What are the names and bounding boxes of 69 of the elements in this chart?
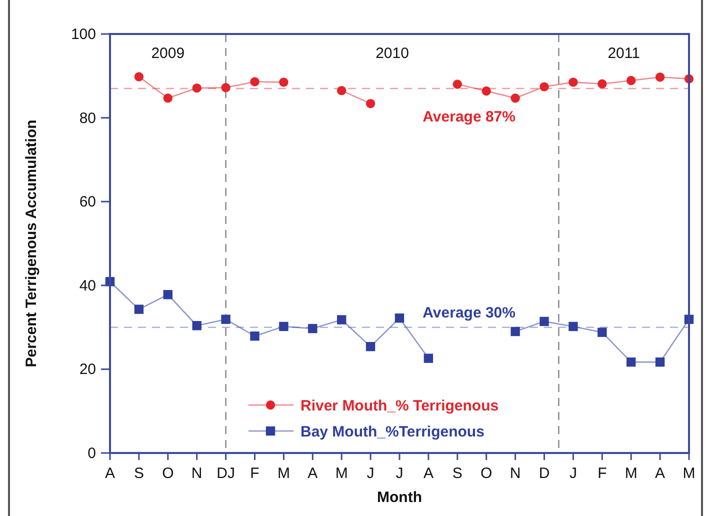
x-tick-label: A bbox=[104, 465, 116, 482]
point bbox=[482, 86, 491, 96]
point bbox=[568, 322, 578, 332]
point bbox=[568, 78, 578, 87]
point bbox=[655, 72, 665, 82]
x-tick-label: M bbox=[335, 465, 348, 482]
legend-label: Bay Mouth_%Terrigenous bbox=[300, 424, 484, 440]
point bbox=[163, 94, 172, 103]
point bbox=[540, 82, 549, 92]
annotation: 2009 bbox=[151, 45, 185, 62]
x-tick-label: S bbox=[134, 465, 144, 482]
ref-line-label: Average 87% bbox=[422, 108, 516, 126]
annotation: 2011 bbox=[608, 45, 640, 62]
point bbox=[540, 316, 549, 326]
point bbox=[134, 304, 144, 314]
y-tick-label: 80 bbox=[79, 110, 96, 127]
point bbox=[134, 72, 144, 82]
y-tick-label: 60 bbox=[79, 194, 96, 211]
y-axis-title: Percent Terrigenous Accumulation bbox=[23, 120, 40, 368]
point bbox=[250, 77, 260, 86]
x-tick-label: O bbox=[480, 465, 492, 482]
y-tick-label: 20 bbox=[79, 361, 96, 378]
point bbox=[337, 86, 346, 96]
point bbox=[452, 80, 462, 89]
point bbox=[626, 76, 636, 86]
x-tick-label: O bbox=[162, 465, 174, 482]
point bbox=[221, 83, 230, 92]
legend-label: River Mouth_% Terrigenous bbox=[300, 398, 499, 414]
point bbox=[510, 326, 520, 336]
x-tick-label: F bbox=[598, 465, 607, 482]
point bbox=[192, 321, 202, 330]
x-tick-label: M bbox=[277, 465, 290, 482]
point bbox=[598, 328, 607, 337]
point bbox=[626, 357, 636, 367]
x-tick-label: J bbox=[569, 465, 577, 482]
point bbox=[279, 322, 288, 332]
point bbox=[394, 313, 404, 323]
x-tick-label: A bbox=[308, 465, 318, 482]
x-tick-label: A bbox=[423, 465, 434, 482]
x-tick-label: D bbox=[538, 465, 550, 482]
point bbox=[510, 94, 520, 103]
point bbox=[279, 78, 288, 87]
x-tick-label: N bbox=[510, 465, 521, 482]
point bbox=[192, 83, 202, 93]
point bbox=[655, 357, 665, 367]
point bbox=[424, 354, 434, 363]
point bbox=[366, 342, 376, 352]
point bbox=[337, 315, 346, 324]
y-tick-label: 100 bbox=[70, 26, 96, 43]
y-tick-label: 40 bbox=[79, 277, 96, 294]
y-tick-label: 0 bbox=[88, 445, 96, 462]
point bbox=[598, 79, 607, 88]
ref-line-label: Average 30% bbox=[422, 304, 516, 322]
point bbox=[308, 324, 318, 334]
x-tick-label: M bbox=[624, 465, 638, 482]
x-tick-label: F bbox=[250, 465, 260, 482]
x-tick-label: DJ bbox=[216, 465, 235, 482]
x-tick-label: N bbox=[191, 465, 202, 482]
x-tick-label: J bbox=[396, 465, 404, 482]
x-axis-title: Month bbox=[377, 489, 422, 506]
x-tick-label: M bbox=[682, 465, 696, 482]
x-tick-label: S bbox=[452, 465, 462, 482]
x-tick-label: A bbox=[655, 465, 666, 482]
annotation: 2010 bbox=[376, 45, 409, 62]
x-tick-label: J bbox=[366, 465, 374, 482]
point bbox=[163, 290, 172, 300]
point bbox=[250, 332, 260, 341]
point bbox=[366, 98, 376, 108]
point bbox=[221, 314, 230, 324]
